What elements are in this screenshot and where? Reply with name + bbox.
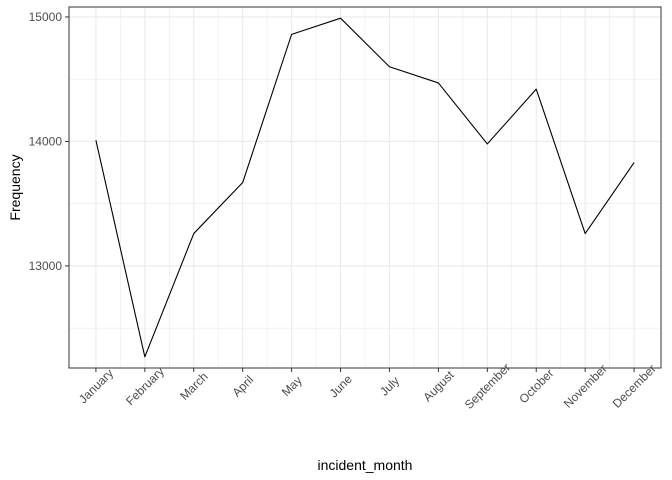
y-tick-label: 14000 <box>29 134 63 148</box>
x-tick-label: October <box>516 366 556 406</box>
x-axis-title: incident_month <box>318 457 413 473</box>
x-tick-label: May <box>279 373 305 399</box>
panel-border <box>68 6 662 369</box>
x-tick-label: July <box>377 374 402 399</box>
x-tick-label: June <box>327 372 356 401</box>
major-grid <box>69 7 661 368</box>
y-tick-label: 15000 <box>29 10 63 24</box>
x-tick-label: January <box>76 366 116 406</box>
x-tick-label: March <box>177 369 210 402</box>
y-tick-label: 13000 <box>29 259 63 273</box>
y-axis-title: Frequency <box>7 154 23 220</box>
minor-grid <box>69 7 661 368</box>
x-tick-label: August <box>420 368 457 405</box>
series-layer <box>95 17 635 358</box>
y-axis: 13000 14000 15000 <box>29 10 69 273</box>
x-tick-label: April <box>229 373 256 400</box>
series-line <box>95 17 635 358</box>
